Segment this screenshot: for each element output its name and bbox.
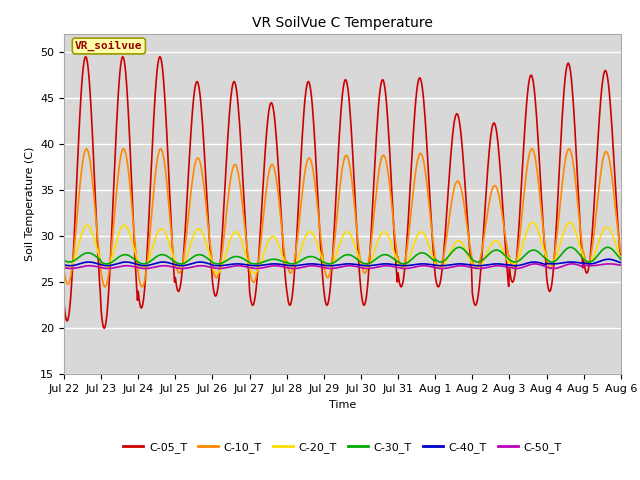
C-50_T (568, 261, 575, 267)
C-10_T (60, 267, 68, 273)
C-05_T (335, 133, 343, 139)
C-40_T (617, 260, 625, 265)
C-10_T (184, 220, 191, 226)
C-05_T (60, 300, 68, 306)
C-20_T (213, 270, 221, 276)
C-20_T (335, 245, 342, 251)
C-50_T (67, 265, 75, 271)
C-30_T (444, 254, 451, 260)
C-05_T (184, 184, 191, 190)
Text: VR_soilvue: VR_soilvue (75, 41, 143, 51)
C-40_T (389, 262, 397, 267)
C-30_T (455, 244, 463, 250)
C-10_T (101, 284, 109, 290)
C-05_T (208, 267, 216, 273)
C-40_T (335, 262, 342, 268)
C-40_T (182, 262, 190, 268)
C-10_T (335, 190, 343, 196)
C-30_T (102, 261, 110, 267)
C-50_T (531, 261, 539, 267)
Line: C-05_T: C-05_T (64, 57, 621, 328)
C-50_T (207, 264, 215, 270)
C-20_T (568, 220, 575, 226)
C-30_T (183, 259, 191, 264)
X-axis label: Time: Time (329, 400, 356, 409)
C-20_T (617, 255, 625, 261)
C-40_T (605, 256, 612, 262)
C-50_T (444, 265, 451, 271)
C-30_T (389, 255, 397, 261)
C-20_T (206, 253, 214, 259)
C-40_T (215, 263, 223, 269)
C-05_T (390, 219, 397, 225)
C-10_T (83, 146, 90, 152)
C-05_T (100, 325, 108, 331)
C-10_T (390, 219, 397, 225)
Y-axis label: Soil Temperature (C): Soil Temperature (C) (24, 147, 35, 261)
C-20_T (60, 259, 68, 265)
C-10_T (617, 250, 625, 255)
C-50_T (183, 265, 191, 271)
C-30_T (617, 256, 625, 262)
C-20_T (182, 256, 190, 262)
C-20_T (444, 255, 451, 261)
Line: C-10_T: C-10_T (64, 149, 621, 287)
C-50_T (335, 264, 342, 270)
C-20_T (389, 245, 397, 251)
C-30_T (60, 257, 68, 263)
C-40_T (206, 261, 214, 267)
Line: C-40_T: C-40_T (64, 259, 621, 266)
C-05_T (617, 257, 625, 263)
Title: VR SoilVue C Temperature: VR SoilVue C Temperature (252, 16, 433, 30)
C-50_T (389, 264, 397, 269)
C-10_T (445, 222, 452, 228)
C-40_T (566, 259, 574, 265)
C-40_T (60, 262, 68, 268)
C-20_T (529, 219, 536, 225)
Legend: C-05_T, C-10_T, C-20_T, C-30_T, C-40_T, C-50_T: C-05_T, C-10_T, C-20_T, C-30_T, C-40_T, … (119, 438, 566, 458)
C-10_T (208, 253, 216, 259)
Line: C-30_T: C-30_T (64, 247, 621, 264)
C-05_T (568, 75, 575, 81)
C-50_T (60, 265, 68, 271)
Line: C-50_T: C-50_T (64, 264, 621, 268)
C-40_T (444, 263, 451, 268)
C-05_T (445, 186, 452, 192)
C-30_T (568, 244, 575, 250)
C-30_T (335, 256, 342, 262)
C-50_T (617, 262, 625, 268)
C-30_T (207, 258, 215, 264)
C-10_T (568, 150, 575, 156)
Line: C-20_T: C-20_T (64, 222, 621, 273)
C-05_T (82, 54, 90, 60)
